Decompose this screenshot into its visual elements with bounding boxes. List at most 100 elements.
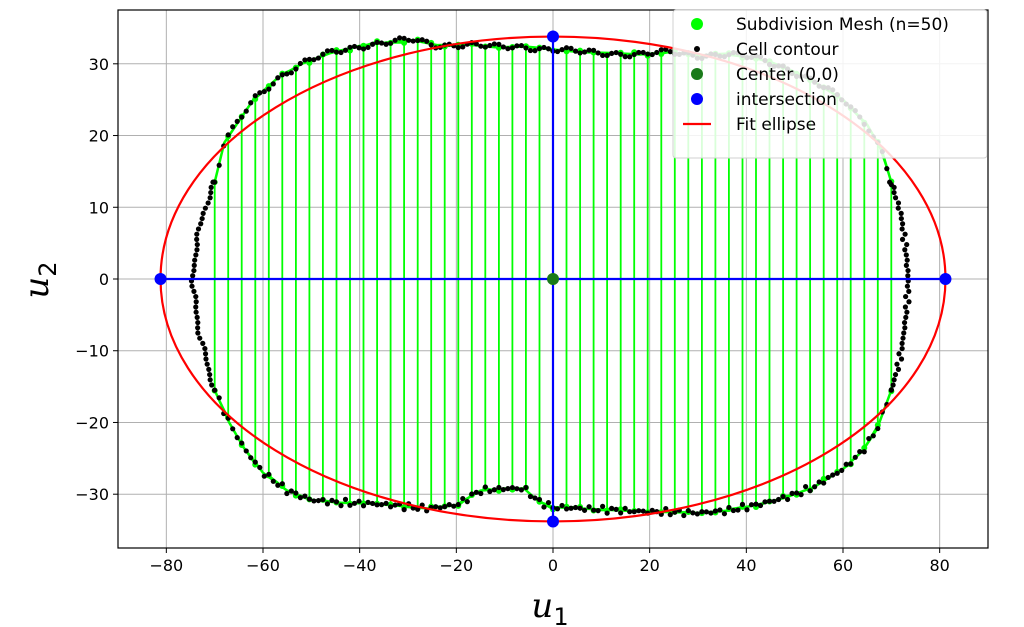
y-tick-label: 20 — [89, 127, 109, 146]
cell-contour-point — [545, 46, 552, 52]
cell-contour-point — [780, 493, 786, 500]
cell-contour-point — [532, 48, 538, 54]
cell-contour-point — [586, 504, 592, 510]
cell-contour-point — [464, 499, 470, 505]
cell-contour-point — [884, 166, 890, 172]
cell-contour-point — [622, 54, 628, 60]
cell-contour-point — [243, 448, 249, 454]
cell-contour-point — [532, 495, 538, 501]
cell-contour-point — [205, 200, 211, 206]
cell-contour-point — [279, 481, 285, 487]
legend-marker — [691, 18, 703, 30]
intersection-point — [547, 515, 559, 528]
legend-marker — [691, 93, 703, 105]
cell-contour-point — [261, 473, 267, 479]
cell-contour-point — [904, 257, 910, 263]
cell-contour-point — [306, 496, 312, 502]
cell-contour-point — [342, 47, 349, 53]
cell-contour-point — [899, 221, 906, 227]
legend-label: Subdivision Mesh (n=50) — [736, 15, 949, 35]
cell-contour-point — [891, 184, 897, 190]
plot-data — [154, 30, 952, 528]
cell-contour-point — [191, 288, 197, 294]
cell-contour-point — [257, 90, 263, 96]
intersection-point — [547, 30, 559, 43]
cell-contour-point — [622, 505, 628, 512]
cell-contour-point — [342, 496, 349, 502]
cell-contour-point — [784, 496, 791, 503]
cell-contour-point — [518, 42, 525, 49]
cell-contour-point — [203, 356, 209, 362]
cell-contour-point — [839, 467, 845, 474]
cell-contour-point — [744, 507, 750, 513]
cell-contour-point — [473, 41, 479, 47]
cell-contour-point — [509, 45, 515, 51]
cell-contour-point — [903, 262, 909, 268]
cell-contour-point — [627, 509, 633, 515]
cell-contour-point — [243, 108, 249, 114]
cell-contour-point — [487, 488, 493, 495]
cell-contour-point — [388, 40, 394, 46]
cell-contour-point — [207, 195, 213, 201]
cell-contour-point — [527, 47, 534, 54]
y-axis-label: u2 — [17, 261, 62, 298]
cell-contour-point — [900, 335, 906, 341]
mesh-node — [563, 48, 570, 55]
cell-contour-point — [324, 48, 331, 54]
cell-contour-point — [378, 502, 385, 508]
cell-contour-point — [270, 478, 276, 484]
cell-contour-point — [857, 449, 863, 455]
cell-contour-point — [690, 510, 696, 516]
axis-ticks: −80 −60 −40 −20 0 20 40 60 80 −30 −20 −10 0 10 20 30 — [75, 55, 950, 575]
cell-contour-point — [586, 47, 592, 53]
cell-contour-point — [455, 44, 461, 51]
cell-contour-point — [830, 472, 836, 478]
cell-contour-point — [279, 72, 285, 78]
cell-contour-point — [284, 490, 290, 497]
cell-contour-point — [415, 37, 421, 44]
cell-contour-point — [338, 49, 344, 56]
cell-contour-point — [194, 231, 200, 237]
x-axis-label-sub: 1 — [553, 603, 568, 627]
cell-contour-point — [234, 435, 240, 441]
cell-contour-point — [870, 433, 876, 439]
cell-contour-point — [618, 51, 624, 57]
cell-contour-point — [618, 510, 624, 516]
y-tick-label: −20 — [75, 413, 109, 432]
cell-contour-point — [297, 60, 303, 67]
x-tick-label: −40 — [343, 556, 377, 575]
cell-contour-point — [735, 507, 741, 513]
cell-contour-point — [812, 484, 818, 490]
cell-contour-point — [351, 43, 358, 50]
cell-contour-point — [288, 70, 294, 76]
cell-contour-point — [194, 247, 200, 253]
cell-contour-point — [794, 490, 800, 496]
cell-contour-point — [202, 205, 208, 211]
cell-contour-point — [891, 377, 897, 383]
cell-contour-point — [563, 45, 570, 51]
cell-contour-point — [559, 46, 565, 53]
y-tick-label: −30 — [75, 485, 109, 504]
cell-contour-point — [193, 293, 199, 300]
x-tick-label: −20 — [439, 556, 473, 575]
cell-contour-point — [892, 195, 899, 201]
cell-contour-point — [703, 509, 709, 515]
cell-contour-point — [866, 435, 872, 442]
cell-contour-point — [554, 506, 561, 512]
cell-contour-point — [898, 356, 905, 362]
cell-contour-point — [649, 507, 655, 513]
cell-contour-point — [627, 54, 633, 60]
cell-contour-point — [230, 426, 236, 432]
cell-contour-point — [554, 48, 561, 55]
cell-contour-point — [200, 340, 206, 346]
cell-contour-point — [209, 382, 215, 388]
cell-contour-point — [694, 511, 700, 517]
cell-contour-point — [360, 46, 367, 52]
cell-contour-point — [821, 480, 827, 486]
cell-contour-point — [216, 395, 222, 401]
cell-contour-point — [189, 283, 195, 289]
legend-marker — [694, 46, 700, 52]
center-point — [547, 273, 559, 285]
cell-contour-point — [903, 252, 909, 258]
legend-label: Center (0,0) — [736, 65, 839, 85]
